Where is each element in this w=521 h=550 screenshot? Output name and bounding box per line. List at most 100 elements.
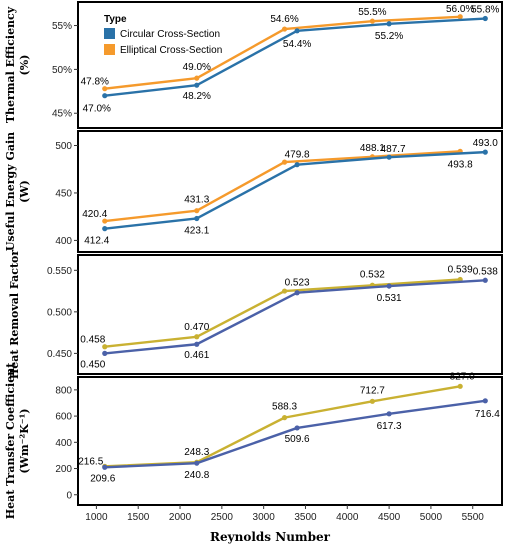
data-label: 0.523 (285, 278, 310, 289)
y-axis-title-line: Useful Energy Gain (4, 132, 17, 251)
x-axis-title: Reynolds Number (210, 530, 331, 544)
data-label: 479.8 (285, 150, 310, 161)
series-line-2 (104, 385, 461, 468)
data-point (482, 398, 488, 404)
y-axis-title: Useful Energy Gain(W) (4, 132, 31, 251)
data-point (102, 218, 108, 224)
data-label: 617.3 (377, 421, 402, 432)
x-tick-label: 3000 (253, 512, 276, 523)
y-tick-label: 500 (55, 141, 72, 152)
x-axis: 1000 1500 2000 2500 3000 3500 4000 4500 5000 5500 (85, 505, 484, 523)
x-tick-label: 3500 (294, 512, 317, 523)
data-point (386, 411, 392, 417)
y-tick-label: 45% (52, 109, 72, 120)
data-point (281, 415, 288, 421)
data-point (386, 21, 392, 27)
data-label: 0.532 (360, 269, 385, 280)
legend-swatch-elliptical (104, 44, 115, 55)
data-label: 55.2% (375, 31, 403, 42)
y-tick-label: 0 (66, 490, 72, 501)
data-label: 0.470 (184, 322, 209, 333)
data-label: 493.0 (473, 138, 498, 149)
data-point (369, 18, 375, 24)
x-tick-label: 5000 (420, 512, 443, 523)
data-label: 0.461 (184, 350, 209, 361)
y-tick-label: 0.550 (47, 266, 72, 277)
y-axis-title-line: Heat Transfer Coefficient (4, 362, 17, 519)
legend-label-circular: Circular Cross-Section (120, 29, 220, 40)
data-point (102, 93, 108, 99)
data-point (281, 288, 288, 294)
panel-frame (77, 254, 503, 375)
x-tick-label: 2000 (169, 512, 192, 523)
y-tick-label: 50% (52, 65, 72, 76)
data-point (386, 154, 392, 160)
x-tick-label: 5500 (462, 512, 485, 523)
y-axis-title-line: (W) (18, 180, 31, 203)
y-axis-title-line: Thermal Efficiency (4, 6, 17, 123)
data-point (457, 14, 463, 20)
x-tick-label: 4000 (336, 512, 359, 523)
data-label: 56.0% (446, 4, 474, 15)
data-point (102, 344, 108, 350)
legend-swatch-circular (104, 28, 115, 39)
legend-title: Type (104, 14, 127, 25)
panel-2: 400 450 500 Useful Energy Gain(W) 420.4 431.3… (4, 130, 503, 253)
data-point (102, 350, 108, 356)
data-point (194, 460, 200, 466)
data-point (482, 277, 488, 283)
data-label: 0.539 (448, 264, 473, 275)
data-label: 248.3 (184, 447, 209, 458)
data-point (102, 86, 108, 92)
data-label: 827.0 (450, 371, 475, 382)
data-point (102, 226, 108, 232)
data-point (194, 341, 200, 347)
data-label: 712.7 (360, 385, 385, 396)
y-tick-label: 450 (55, 188, 72, 199)
data-label: 420.4 (82, 209, 107, 220)
data-label: 488.1 (360, 143, 385, 154)
y-axis-title: Heat Transfer Coefficient(Wm⁻²K⁻¹) (4, 362, 31, 519)
y-tick-label: 55% (52, 21, 72, 32)
y-axis-title-line: (Wm⁻²K⁻¹) (18, 408, 31, 473)
data-label: 412.4 (84, 236, 109, 247)
y-tick-label: 400 (55, 236, 72, 247)
data-point (194, 215, 200, 222)
panel-frame (77, 376, 503, 506)
data-point (294, 28, 300, 34)
y-tick-label: 600 (55, 412, 72, 423)
data-label: 216.5 (78, 456, 103, 467)
data-label: 47.8% (81, 77, 109, 88)
data-point (386, 283, 392, 289)
data-label: 54.4% (283, 39, 311, 50)
y-axis-title: Thermal Efficiency(%) (4, 6, 31, 123)
data-label: 509.6 (285, 434, 310, 445)
data-label: 588.3 (272, 402, 297, 413)
panel-frame (77, 130, 503, 253)
data-label: 0.458 (80, 335, 105, 346)
data-label: 55.5% (358, 7, 386, 18)
data-label: 493.8 (448, 159, 473, 170)
data-point (457, 383, 463, 389)
legend: Type Circular Cross-Section Elliptical C… (96, 10, 222, 60)
data-point (294, 290, 300, 296)
data-label: 49.0% (183, 62, 211, 73)
data-label: 54.6% (270, 14, 298, 25)
data-label: 487.7 (381, 144, 406, 155)
y-tick-label: 400 (55, 438, 72, 449)
data-label: 240.8 (184, 470, 209, 481)
x-tick-label: 4500 (378, 512, 401, 523)
y-tick-label: 800 (55, 385, 72, 396)
data-label: 431.3 (184, 195, 209, 206)
data-point (194, 208, 200, 214)
data-point (194, 334, 200, 340)
data-label: 0.531 (377, 293, 402, 304)
data-point (281, 26, 288, 32)
data-label: 209.6 (90, 473, 115, 484)
panel-1: 45% 50% 55% Thermal Efficiency(%) 47.8% 49.0%… (4, 1, 503, 129)
chart-panels: 45% 50% 55% Thermal Efficiency(%) 47.8% 49.0%… (4, 1, 503, 523)
data-label: 0.538 (473, 266, 498, 277)
data-point (294, 162, 300, 168)
data-point (102, 464, 108, 470)
